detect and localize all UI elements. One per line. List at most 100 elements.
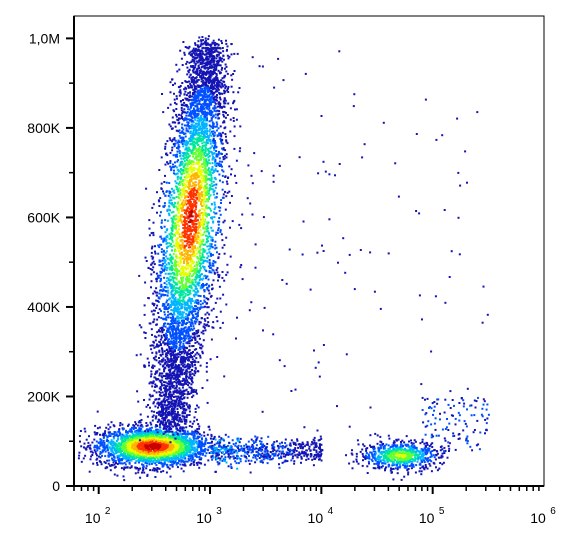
event-point — [166, 257, 169, 260]
event-point — [166, 266, 169, 269]
event-point — [141, 441, 144, 444]
event-point — [153, 346, 156, 349]
event-point — [180, 157, 183, 160]
event-point — [204, 162, 207, 165]
event-point — [191, 260, 194, 263]
event-point — [219, 81, 222, 84]
event-point — [164, 219, 167, 222]
event-point — [175, 103, 178, 106]
event-point — [134, 450, 137, 453]
event-point — [154, 449, 157, 452]
event-point — [228, 55, 231, 58]
event-point — [135, 452, 138, 455]
event-point — [204, 447, 207, 450]
event-point — [200, 458, 202, 461]
event-point — [197, 442, 200, 445]
event-point — [199, 452, 202, 455]
event-point — [85, 448, 88, 451]
event-point — [161, 408, 163, 410]
event-point — [154, 355, 157, 358]
event-point — [223, 121, 226, 124]
event-point — [171, 416, 174, 419]
event-point — [161, 290, 164, 293]
event-point — [133, 451, 136, 453]
event-point — [144, 441, 147, 444]
event-point — [130, 465, 133, 468]
event-point — [224, 87, 227, 90]
event-point — [210, 130, 213, 133]
event-point — [114, 431, 117, 434]
event-point — [147, 430, 150, 433]
event-point — [159, 264, 162, 267]
event-point — [175, 431, 178, 434]
event-point — [193, 320, 196, 323]
event-point — [107, 423, 110, 426]
event-point — [132, 453, 135, 456]
event-point — [143, 331, 146, 334]
event-point — [207, 91, 209, 94]
event-point — [191, 433, 194, 436]
event-point — [166, 161, 169, 164]
event-point — [175, 463, 178, 466]
event-point — [114, 444, 117, 447]
event-point — [205, 49, 208, 52]
event-point — [207, 446, 210, 449]
event-point — [170, 403, 173, 406]
event-point — [176, 404, 179, 407]
event-point — [190, 325, 192, 328]
event-point — [224, 102, 227, 105]
event-point — [183, 437, 186, 440]
event-point — [119, 442, 122, 445]
event-point — [197, 189, 200, 192]
event-point — [114, 434, 117, 437]
event-point — [201, 387, 204, 389]
event-point — [185, 220, 188, 223]
event-point — [153, 318, 156, 321]
event-point — [156, 370, 159, 373]
event-point — [170, 398, 173, 401]
event-point — [184, 117, 187, 120]
event-point — [112, 461, 115, 464]
event-point — [107, 440, 110, 442]
event-point — [166, 344, 169, 347]
event-point — [170, 458, 173, 461]
event-point — [123, 455, 126, 458]
event-point — [171, 321, 174, 324]
event-point — [209, 194, 212, 197]
event-point — [187, 443, 190, 446]
event-point — [198, 461, 201, 464]
event-point — [210, 114, 213, 117]
event-point — [195, 456, 198, 458]
event-point — [217, 127, 220, 130]
event-point — [190, 179, 193, 182]
event-point — [151, 441, 154, 444]
event-point — [216, 192, 219, 195]
event-point — [177, 329, 180, 332]
event-point — [225, 273, 228, 276]
event-point — [176, 466, 179, 469]
event-point — [182, 206, 184, 209]
event-point — [151, 469, 154, 472]
event-point — [197, 302, 200, 305]
event-point — [214, 212, 217, 215]
event-point — [133, 440, 136, 443]
event-point — [161, 406, 164, 409]
event-point — [192, 68, 195, 71]
event-point — [166, 363, 169, 366]
event-point — [192, 147, 195, 150]
event-point — [154, 431, 157, 434]
event-point — [199, 218, 202, 221]
event-point — [181, 266, 184, 269]
event-point — [194, 90, 197, 93]
event-point — [104, 455, 107, 458]
event-point — [171, 334, 174, 336]
event-point — [188, 425, 191, 427]
event-point — [100, 451, 103, 454]
event-point — [192, 269, 195, 272]
event-point — [182, 158, 185, 160]
event-point — [174, 226, 177, 229]
event-point — [191, 381, 194, 384]
event-point — [204, 96, 207, 98]
event-point — [112, 435, 115, 438]
event-point — [128, 462, 131, 465]
